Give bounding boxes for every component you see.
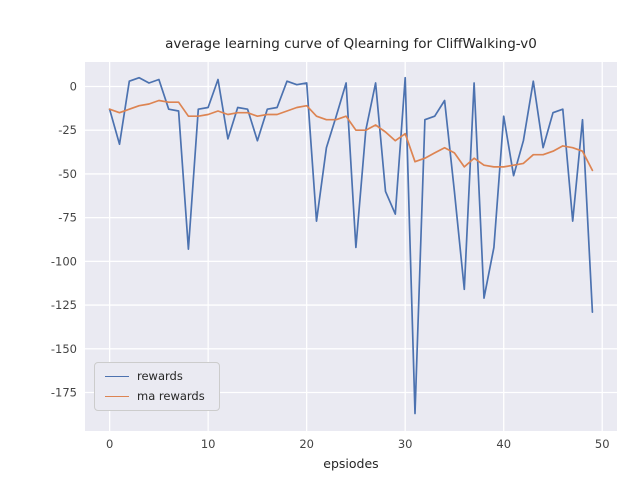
legend-label-rewards: rewards [137, 369, 183, 383]
y-tick-label: -75 [58, 211, 77, 225]
x-tick-label: 20 [299, 437, 314, 451]
ma-rewards-line-swatch [105, 395, 129, 397]
series-line-ma-rewards [108, 99, 594, 172]
x-tick-label: 50 [595, 437, 610, 451]
x-tick-label: 40 [496, 437, 511, 451]
legend: rewards ma rewards [94, 362, 220, 411]
y-tick-label: -100 [51, 254, 77, 268]
rewards-line-swatch [105, 376, 129, 378]
chart-title: average learning curve of Qlearning for … [165, 36, 537, 52]
y-tick-label: -50 [58, 167, 77, 181]
x-tick-label: 30 [398, 437, 413, 451]
legend-item-rewards: rewards [105, 369, 205, 383]
x-tick-label: 10 [201, 437, 216, 451]
legend-label-ma-rewards: ma rewards [137, 388, 205, 403]
y-tick-label: -25 [58, 123, 77, 137]
y-tick-label: -125 [51, 298, 77, 312]
y-tick-label: -150 [51, 342, 77, 356]
x-tick-label: 0 [106, 437, 113, 451]
x-axis-label: epsiodes [323, 456, 379, 471]
y-tick-label: -175 [51, 386, 77, 400]
legend-item-ma-rewards: ma rewards [105, 388, 205, 403]
y-tick-label: 0 [70, 79, 77, 93]
